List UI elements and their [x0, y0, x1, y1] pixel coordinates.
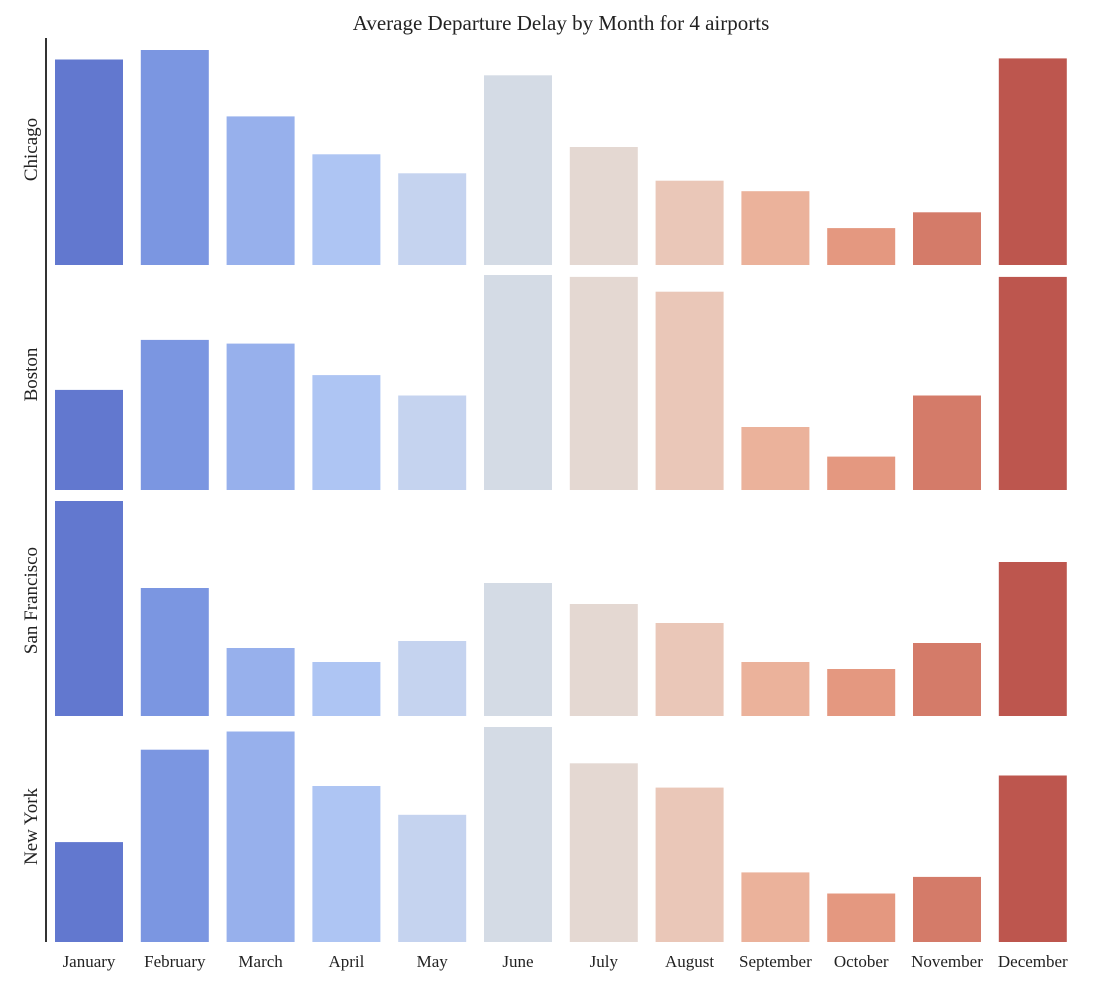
row-label-new-york: New York [21, 787, 42, 865]
bar-boston-june [484, 275, 552, 490]
bar-san-francisco-may [398, 641, 467, 716]
bar-san-francisco-march [226, 648, 295, 716]
x-tick-june: June [502, 952, 533, 971]
bar-chicago-october [827, 228, 896, 265]
row-boston: Boston [21, 275, 1067, 490]
x-tick-december: December [998, 952, 1068, 971]
bar-chicago-august [655, 180, 724, 265]
bar-boston-december [998, 276, 1067, 490]
bar-new-york-august [655, 787, 724, 942]
x-tick-labels: January February March April May June July Augu… [63, 952, 1068, 971]
bar-boston-february [140, 339, 209, 490]
bar-chicago-may [398, 173, 467, 265]
x-tick-september: September [739, 952, 812, 971]
bar-san-francisco-november [913, 643, 981, 716]
row-label-san-francisco: San Francisco [21, 547, 42, 654]
row-label-boston: Boston [21, 347, 42, 401]
bar-boston-september [741, 427, 810, 490]
x-tick-august: August [665, 952, 714, 971]
row-chicago: Chicago [21, 50, 1067, 266]
x-tick-april: April [328, 952, 364, 971]
bar-san-francisco-december [998, 562, 1067, 716]
bar-new-york-november [913, 876, 981, 942]
bar-san-francisco-june [484, 583, 552, 716]
x-tick-october: October [834, 952, 889, 971]
x-tick-january: January [63, 952, 116, 971]
x-tick-may: May [417, 952, 449, 971]
row-san-francisco: San Francisco [21, 501, 1067, 716]
row-new-york: New York [21, 727, 1067, 942]
bar-chicago-december [998, 58, 1067, 266]
bar-san-francisco-august [655, 623, 724, 716]
bar-boston-july [569, 276, 638, 490]
bar-chicago-november [913, 212, 981, 265]
bar-new-york-may [398, 814, 467, 942]
bar-new-york-february [140, 749, 209, 942]
x-tick-november: November [911, 952, 983, 971]
bar-new-york-july [569, 763, 638, 942]
x-tick-july: July [590, 952, 619, 971]
bar-boston-november [913, 395, 981, 490]
bar-new-york-march [226, 731, 295, 942]
bar-boston-may [398, 395, 467, 490]
bar-new-york-june [484, 727, 552, 942]
bar-new-york-december [998, 775, 1067, 942]
bar-san-francisco-july [569, 604, 638, 716]
bar-boston-april [312, 375, 381, 490]
x-tick-march: March [238, 952, 283, 971]
bar-boston-january [55, 389, 123, 490]
bar-boston-august [655, 291, 724, 490]
bar-new-york-april [312, 786, 381, 942]
bar-chicago-january [55, 59, 123, 265]
bar-chicago-april [312, 154, 381, 265]
bar-boston-october [827, 456, 896, 490]
bar-san-francisco-february [140, 588, 209, 716]
bar-chicago-march [226, 116, 295, 266]
bar-chicago-july [569, 147, 638, 265]
bar-san-francisco-october [827, 669, 896, 716]
bar-new-york-january [55, 842, 123, 942]
bar-new-york-september [741, 872, 810, 942]
chart-title: Average Departure Delay by Month for 4 a… [353, 11, 770, 35]
x-tick-february: February [144, 952, 206, 971]
bar-san-francisco-january [55, 501, 123, 716]
bar-san-francisco-september [741, 662, 810, 716]
bar-chicago-february [140, 50, 209, 265]
bar-chicago-june [484, 75, 552, 265]
bar-san-francisco-april [312, 662, 381, 716]
chart-rows: Chicago Boston San Francisco New York [21, 50, 1067, 942]
bar-new-york-october [827, 893, 896, 942]
row-label-chicago: Chicago [21, 118, 42, 181]
bar-chicago-september [741, 191, 810, 265]
bar-boston-march [226, 343, 295, 490]
